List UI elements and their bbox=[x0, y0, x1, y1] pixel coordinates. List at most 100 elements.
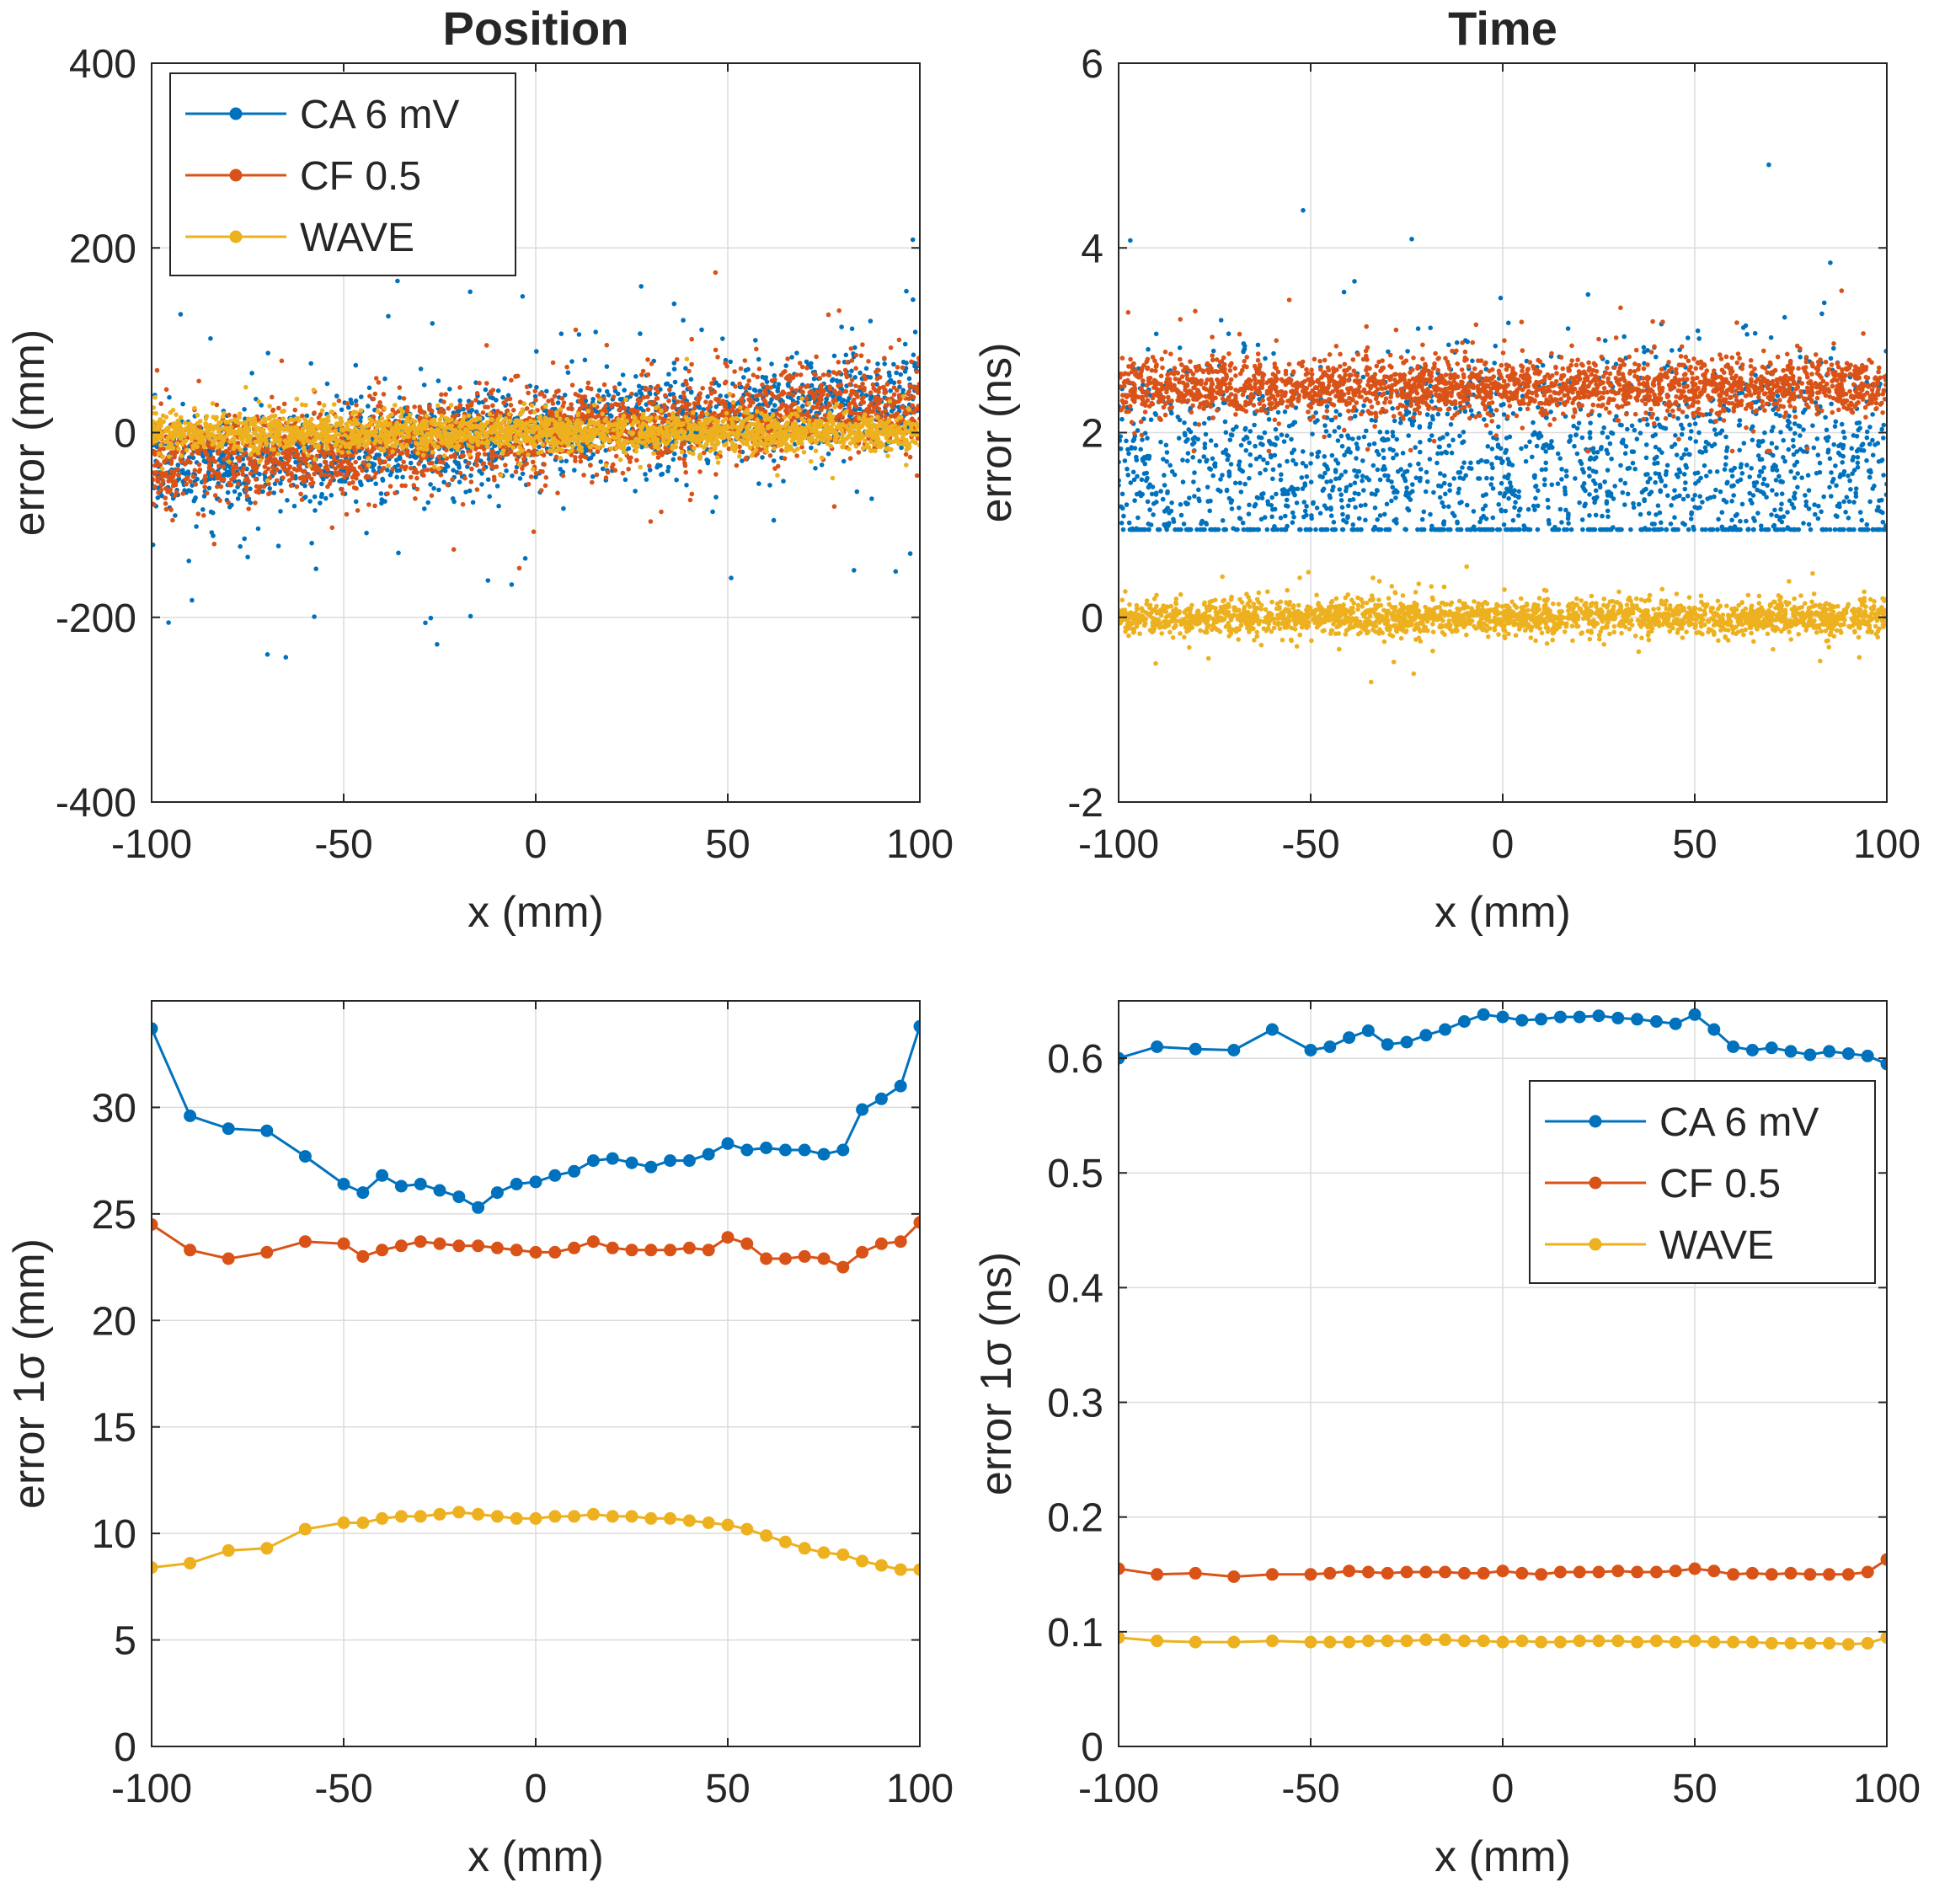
scatter-point bbox=[473, 398, 478, 403]
scatter-point bbox=[626, 455, 632, 461]
scatter-point bbox=[585, 385, 590, 391]
scatter-point bbox=[356, 455, 362, 461]
scatter-point bbox=[376, 380, 382, 385]
scatter-point bbox=[578, 458, 584, 464]
scatter-point bbox=[763, 399, 768, 404]
scatter-point bbox=[159, 466, 165, 472]
scatter-point bbox=[645, 394, 650, 399]
scatter-point bbox=[713, 347, 719, 353]
scatter-point bbox=[192, 468, 198, 473]
scatter-point bbox=[662, 417, 667, 422]
scatter-point bbox=[485, 404, 490, 410]
scatter-point bbox=[481, 466, 486, 472]
scatter-point bbox=[447, 387, 452, 392]
scatter-point bbox=[746, 378, 751, 383]
scatter-point bbox=[453, 405, 459, 411]
scatter-point bbox=[753, 338, 758, 343]
scatter-point bbox=[457, 470, 463, 476]
scatter-point bbox=[206, 456, 211, 462]
scatter-point bbox=[344, 465, 350, 470]
scatter-point bbox=[884, 403, 890, 408]
scatter-point bbox=[265, 350, 271, 356]
scatter-point bbox=[820, 404, 826, 409]
scatter-point bbox=[825, 312, 831, 318]
scatter-point bbox=[620, 372, 626, 377]
scatter-point bbox=[771, 458, 777, 463]
scatter-point bbox=[460, 501, 466, 507]
scatter-point bbox=[435, 378, 441, 383]
scatter-point bbox=[690, 410, 696, 415]
scatter-point bbox=[648, 386, 653, 392]
scatter-point bbox=[483, 387, 489, 393]
scatter-point bbox=[546, 398, 551, 404]
scatter-point bbox=[377, 457, 382, 462]
scatter-point bbox=[371, 396, 377, 402]
scatter-point bbox=[799, 444, 804, 450]
scatter-point bbox=[466, 413, 472, 419]
scatter-point bbox=[152, 477, 156, 483]
scatter-point bbox=[236, 444, 241, 450]
scatter-point bbox=[768, 385, 773, 390]
scatter-point bbox=[631, 407, 636, 413]
scatter-point bbox=[176, 472, 181, 478]
scatter-point bbox=[741, 404, 747, 410]
scatter-point bbox=[300, 474, 306, 480]
scatter-point bbox=[468, 473, 473, 479]
scatter-point bbox=[799, 389, 804, 395]
scatter-point bbox=[703, 399, 708, 405]
scatter-point bbox=[322, 459, 328, 465]
scatter-point bbox=[681, 440, 687, 446]
scatter-point bbox=[549, 398, 555, 403]
scatter-point bbox=[561, 400, 567, 405]
scatter-point bbox=[180, 401, 185, 407]
scatter-point bbox=[480, 410, 486, 415]
scatter-point bbox=[363, 474, 369, 480]
scatter-point bbox=[786, 391, 791, 397]
scatter-point bbox=[622, 477, 628, 483]
scatter-point bbox=[489, 391, 494, 397]
scatter-point bbox=[262, 464, 268, 469]
scatter-point bbox=[489, 452, 494, 457]
scatter-point bbox=[680, 398, 685, 404]
scatter-point bbox=[359, 394, 364, 399]
scatter-point bbox=[537, 444, 542, 450]
scatter-point bbox=[439, 413, 445, 419]
scatter-point bbox=[882, 356, 887, 361]
scatter-point bbox=[626, 446, 632, 452]
scatter-point bbox=[702, 450, 707, 456]
scatter-point bbox=[312, 410, 317, 415]
scatter-point bbox=[298, 491, 303, 497]
scatter-point bbox=[248, 461, 253, 467]
scatter-point bbox=[197, 424, 203, 430]
scatter-point bbox=[594, 472, 600, 478]
scatter-point bbox=[603, 463, 609, 468]
scatter-point bbox=[408, 466, 414, 471]
scatter-point bbox=[629, 391, 634, 397]
scatter-point bbox=[264, 446, 270, 452]
scatter-point bbox=[662, 405, 668, 411]
scatter-point bbox=[318, 473, 323, 478]
scatter-point bbox=[221, 452, 227, 458]
scatter-point bbox=[560, 473, 566, 479]
scatter-point bbox=[728, 359, 733, 365]
scatter-point bbox=[467, 289, 473, 295]
scatter-point bbox=[753, 393, 759, 399]
scatter-point bbox=[374, 437, 379, 443]
scatter-point bbox=[285, 472, 291, 477]
scatter-point bbox=[394, 457, 399, 463]
scatter-point bbox=[897, 384, 902, 390]
scatter-point bbox=[666, 398, 671, 404]
scatter-point bbox=[634, 409, 640, 414]
scatter-point bbox=[626, 467, 631, 472]
scatter-point bbox=[278, 481, 283, 486]
scatter-point bbox=[218, 484, 224, 489]
scatter-point bbox=[297, 465, 302, 471]
scatter-point bbox=[493, 452, 499, 458]
scatter-point bbox=[206, 485, 212, 491]
scatter-point bbox=[756, 481, 761, 486]
scatter-point bbox=[422, 506, 427, 511]
scatter-point bbox=[559, 396, 565, 401]
scatter-point bbox=[280, 464, 286, 469]
scatter-point bbox=[170, 517, 175, 523]
